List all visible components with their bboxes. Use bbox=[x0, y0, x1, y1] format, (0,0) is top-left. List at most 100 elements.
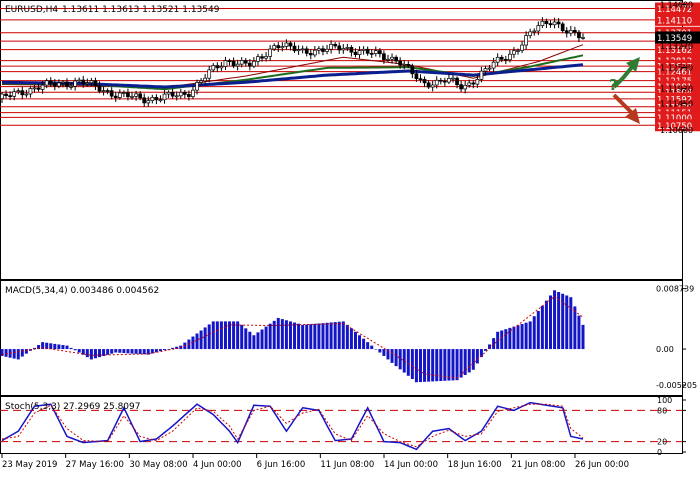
candle-body bbox=[191, 89, 195, 97]
macd-bar bbox=[122, 349, 126, 354]
stoch-signal-line bbox=[1, 403, 584, 448]
candle-body bbox=[73, 80, 77, 87]
time-tick-label: 23 May 2019 bbox=[2, 460, 57, 470]
macd-bar bbox=[418, 349, 422, 383]
candle-body bbox=[243, 60, 248, 64]
candle-body bbox=[333, 43, 338, 47]
macd-bar bbox=[114, 349, 118, 353]
candle-body bbox=[174, 95, 179, 98]
price-tick-label: 1.12590 bbox=[660, 64, 693, 73]
candle-body bbox=[16, 90, 21, 93]
macd-bar bbox=[57, 344, 61, 350]
candle-body bbox=[227, 60, 232, 62]
macd-bar bbox=[150, 349, 154, 354]
candle-body bbox=[296, 49, 301, 52]
macd-bar bbox=[370, 345, 374, 350]
macd-bar bbox=[130, 349, 134, 354]
level-label: 1.14472 bbox=[657, 5, 692, 15]
macd-bar bbox=[256, 332, 260, 350]
macd-bar bbox=[232, 321, 236, 350]
candle-body bbox=[93, 80, 98, 87]
macd-bar bbox=[536, 311, 540, 350]
candle-body bbox=[447, 78, 451, 83]
candle-body bbox=[581, 37, 585, 39]
macd-bar bbox=[163, 349, 167, 351]
macd-bar bbox=[475, 349, 479, 364]
candle-body bbox=[373, 50, 378, 54]
candle-body bbox=[12, 91, 17, 97]
symbol-label: EURUSD,H4 bbox=[5, 5, 58, 15]
macd-bar bbox=[524, 322, 528, 350]
macd-bar bbox=[561, 293, 565, 350]
macd-bar bbox=[118, 349, 122, 353]
macd-bar bbox=[110, 349, 114, 354]
candle-body bbox=[8, 95, 12, 97]
macd-bar bbox=[276, 317, 280, 350]
candle-body bbox=[239, 60, 244, 65]
candle-body bbox=[337, 45, 342, 51]
macd-bar bbox=[81, 349, 85, 355]
candle-body bbox=[105, 90, 110, 92]
macd-bar bbox=[126, 349, 130, 354]
candle-body bbox=[410, 65, 415, 75]
macd-bar bbox=[337, 321, 341, 350]
candle-body bbox=[459, 84, 463, 90]
candle-body bbox=[398, 60, 403, 66]
candle-body bbox=[162, 93, 167, 101]
candle-body bbox=[349, 47, 354, 53]
candle-body bbox=[247, 62, 252, 67]
candle-body bbox=[467, 82, 472, 86]
candle-body bbox=[341, 48, 346, 51]
candle-body bbox=[195, 82, 199, 91]
candle-body bbox=[146, 100, 151, 104]
macd-bar bbox=[98, 349, 102, 358]
candle-body bbox=[300, 48, 305, 51]
candle-body bbox=[560, 23, 565, 32]
stoch-main-line bbox=[1, 401, 584, 451]
price-tick-label: 1.11450 bbox=[660, 99, 693, 108]
time-axis: 23 May 2019 27 May 16:00 30 May 08:00 4 Jun… bbox=[1, 454, 629, 470]
macd-bar bbox=[366, 342, 370, 350]
price-axis: 1.14600 1.13270 1.12590 1.11920 1.11450 1.106… bbox=[660, 1, 693, 135]
macd-bar bbox=[33, 347, 37, 350]
macd-tick-label: -0.005205 bbox=[656, 381, 697, 390]
candle-body bbox=[48, 80, 53, 84]
candle-body bbox=[20, 90, 25, 96]
candle-body bbox=[512, 50, 516, 55]
candle-body bbox=[568, 29, 573, 34]
macd-bar bbox=[146, 349, 150, 355]
candle-body bbox=[378, 50, 382, 55]
macd-bar bbox=[548, 295, 552, 350]
candle-body bbox=[430, 84, 435, 88]
ohlc-label: 1.13611 1.13613 1.13521 1.13549 bbox=[62, 5, 220, 15]
candle-body bbox=[455, 77, 459, 85]
candle-body bbox=[256, 56, 260, 62]
macd-bar bbox=[142, 349, 146, 355]
macd-bar bbox=[16, 349, 20, 360]
macd-bar bbox=[447, 349, 451, 381]
candle-body bbox=[573, 29, 577, 33]
macd-bar bbox=[167, 348, 171, 350]
candle-body bbox=[321, 48, 325, 52]
macd-bar bbox=[439, 349, 443, 382]
macd-bar bbox=[471, 349, 475, 370]
macd-bar bbox=[553, 290, 557, 350]
macd-bar bbox=[451, 349, 455, 381]
support-resistance-levels: 1.144721.141101.137011.134321.131621.128… bbox=[0, 2, 700, 132]
macd-bar bbox=[504, 329, 508, 350]
candle-body bbox=[516, 50, 520, 52]
level-label: 1.11592 bbox=[657, 95, 692, 105]
macd-bar bbox=[191, 336, 195, 350]
time-tick-label: 21 Jun 08:00 bbox=[511, 460, 565, 470]
candle-body bbox=[284, 42, 289, 47]
level-label: 1.10750 bbox=[657, 122, 692, 132]
macd-bar bbox=[268, 323, 272, 350]
candle-body bbox=[528, 31, 533, 36]
candle-body bbox=[382, 53, 386, 61]
macd-bar bbox=[459, 349, 463, 378]
macd-bar bbox=[211, 321, 215, 350]
candle-body bbox=[499, 56, 504, 60]
candle-body bbox=[109, 90, 114, 97]
macd-bar bbox=[4, 349, 8, 357]
